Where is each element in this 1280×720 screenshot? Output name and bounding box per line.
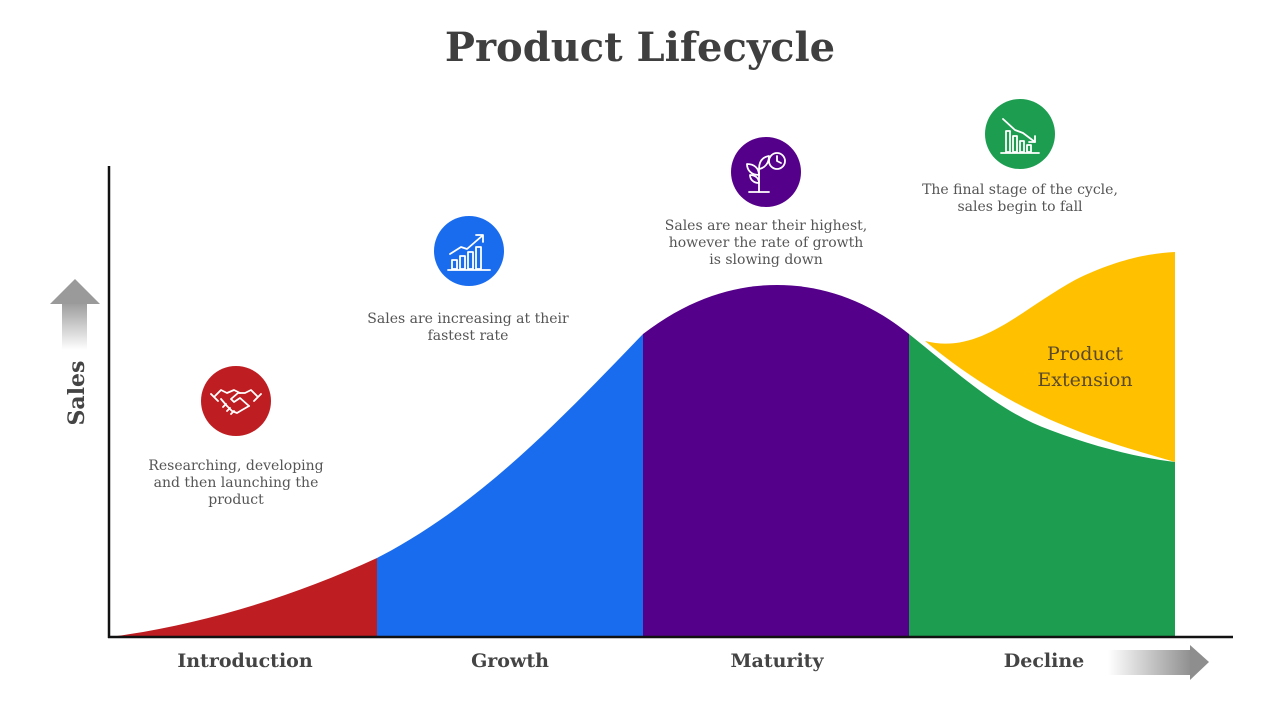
handshake-icon	[201, 366, 271, 436]
right-arrow-icon	[1108, 645, 1209, 680]
decline-description: The final stage of the cycle, sales begi…	[922, 182, 1118, 215]
y-axis-label: Sales	[64, 360, 90, 426]
growth-description: Sales are increasing at their fastest ra…	[367, 311, 569, 344]
page-title: Product Lifecycle	[444, 24, 836, 71]
product-extension-area	[925, 252, 1175, 462]
declining-chart-icon	[985, 99, 1055, 169]
product-extension-label: Product Extension	[1037, 343, 1133, 391]
maturity-description: Sales are near their highest, however th…	[664, 218, 868, 268]
stage-label-maturity: Maturity	[730, 650, 824, 672]
stage-label-decline: Decline	[1003, 650, 1085, 672]
up-arrow-icon	[50, 279, 100, 350]
stage-area-introduction	[110, 558, 377, 637]
plant-clock-icon	[731, 137, 801, 207]
stage-area-growth	[377, 334, 643, 637]
stage-label-growth: Growth	[471, 650, 549, 672]
stage-area-maturity	[643, 285, 909, 637]
growth-chart-icon	[434, 216, 504, 286]
stage-label-introduction: Introduction	[177, 650, 313, 672]
introduction-description: Researching, developing and then launchi…	[148, 458, 324, 508]
stage-area-decline	[909, 334, 1175, 637]
